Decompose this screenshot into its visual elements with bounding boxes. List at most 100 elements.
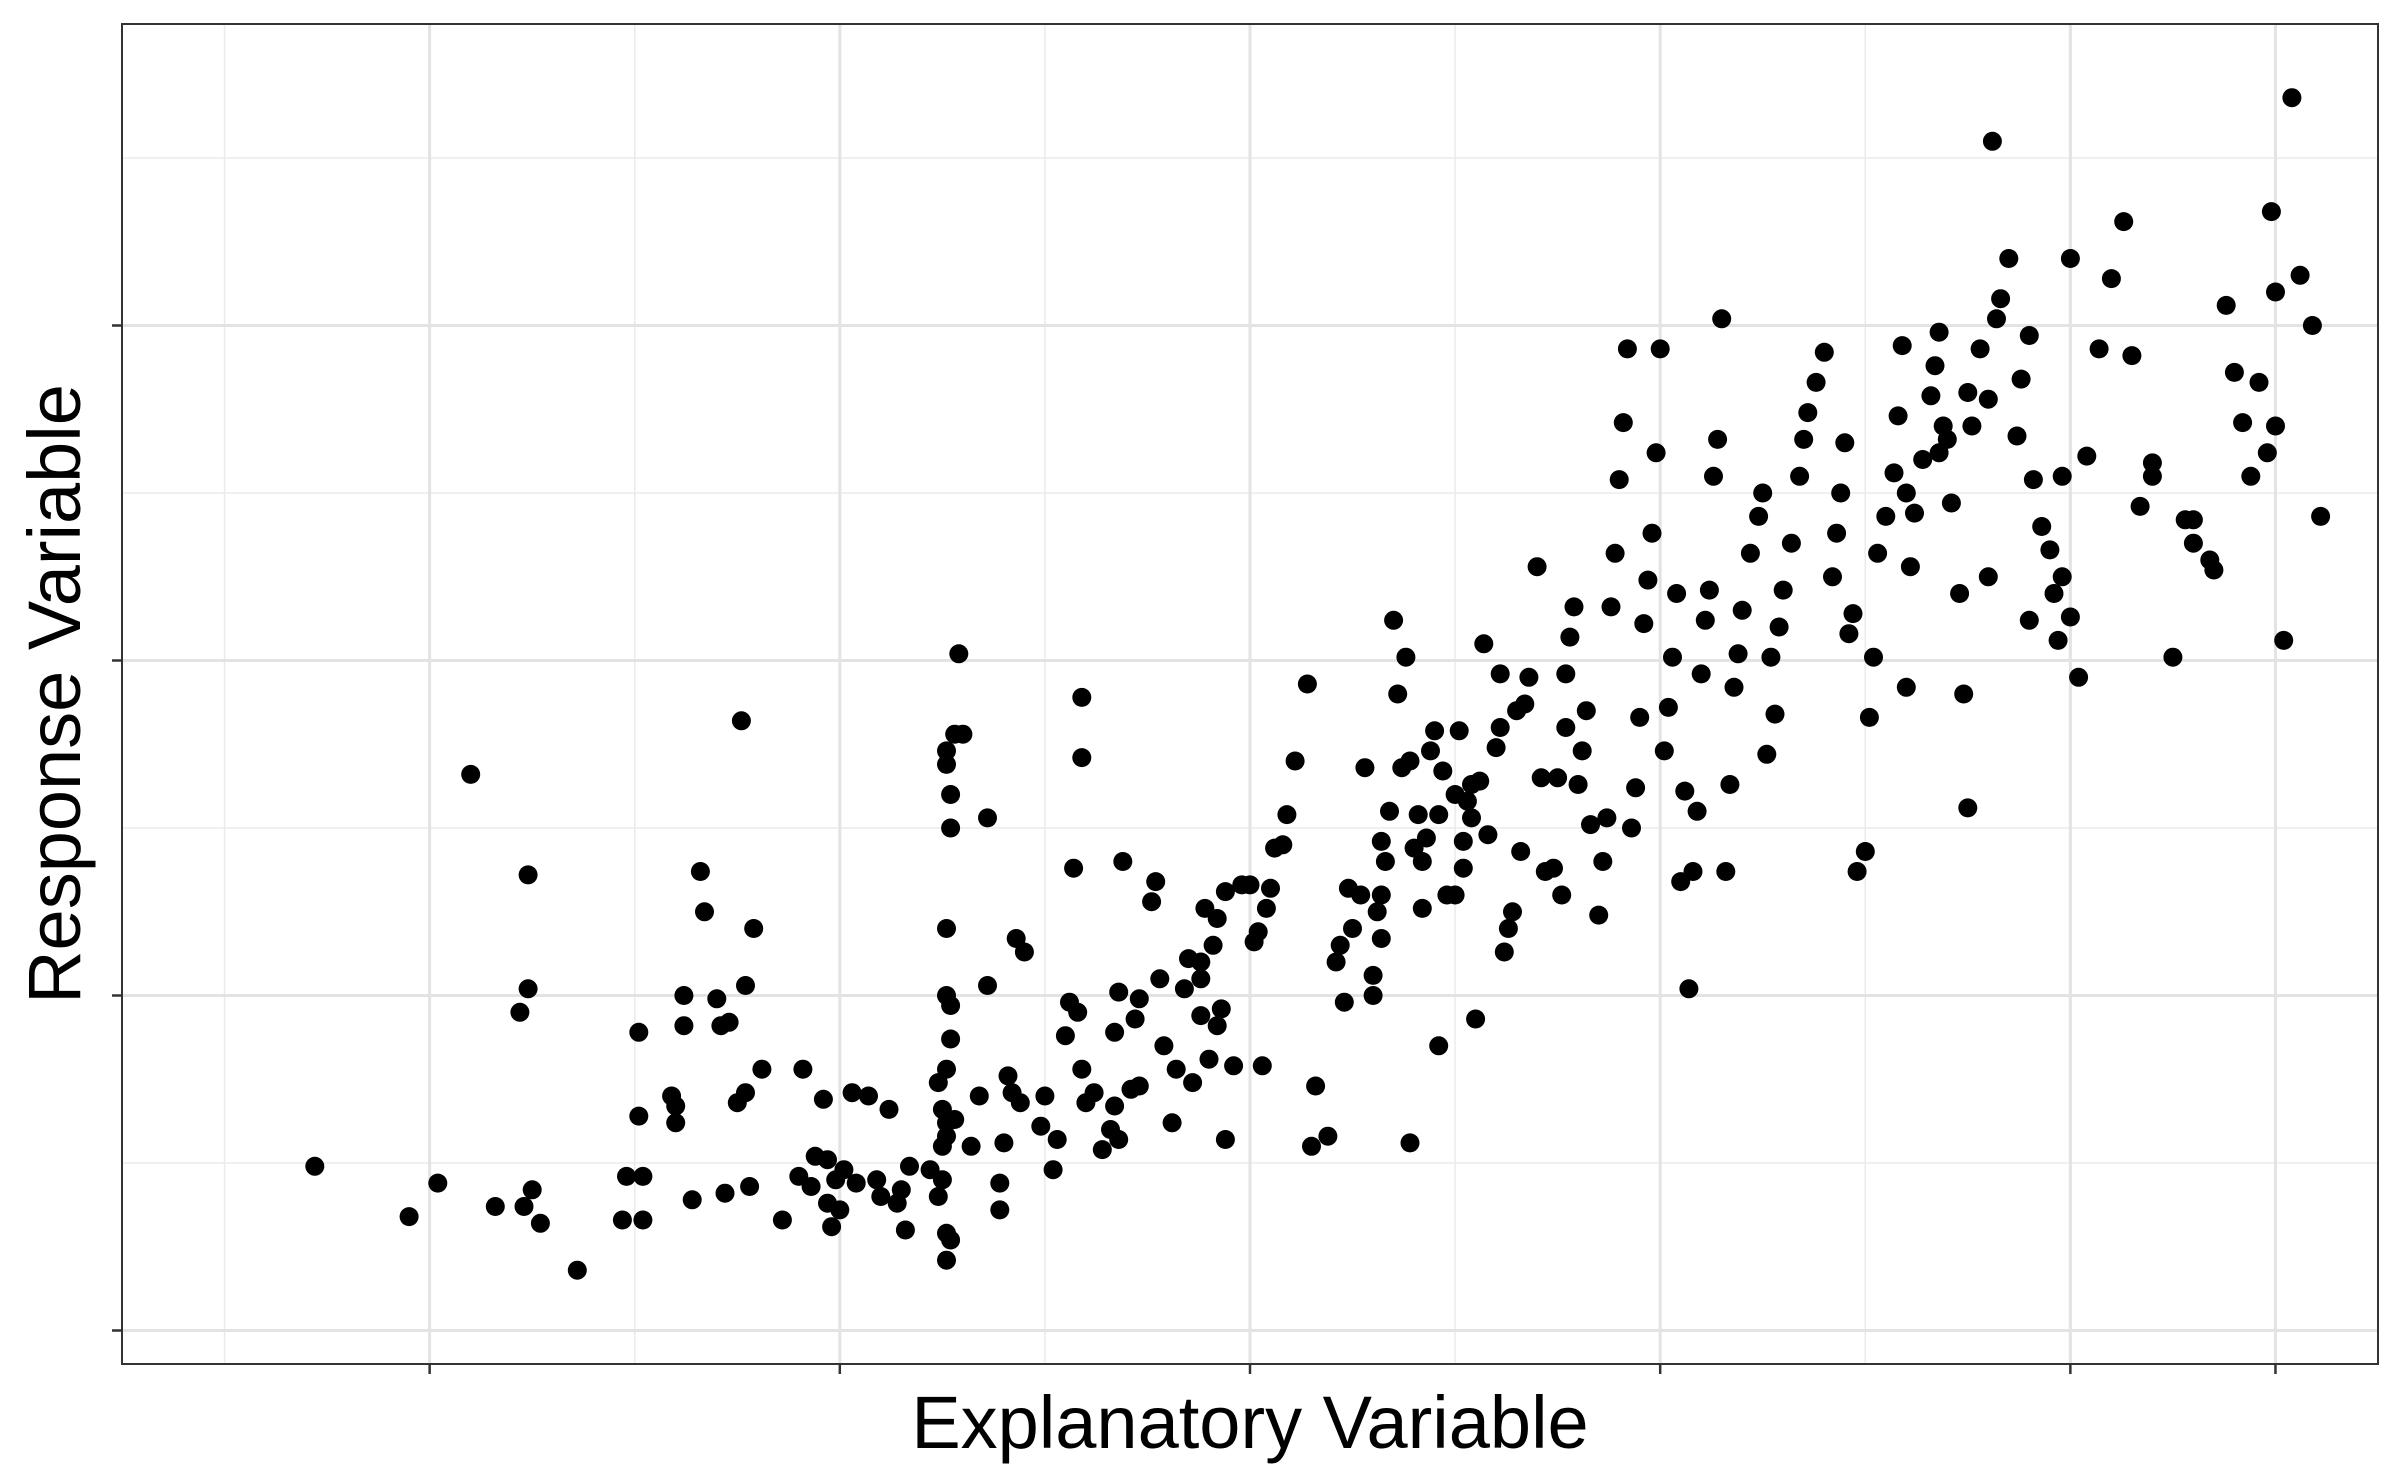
data-point — [1035, 1086, 1055, 1106]
data-point — [1806, 372, 1826, 392]
data-point — [1380, 801, 1399, 821]
y-axis-title: Response Variable — [13, 384, 96, 1004]
data-point — [522, 1180, 542, 1200]
data-point — [1593, 852, 1613, 871]
data-point — [2183, 510, 2203, 530]
data-point — [1199, 1049, 1219, 1069]
data-point — [715, 1183, 735, 1203]
data-point — [1072, 1059, 1092, 1079]
data-point — [895, 1220, 915, 1240]
data-point — [1708, 429, 1728, 449]
data-point — [1716, 862, 1736, 881]
data-point — [1486, 738, 1506, 758]
data-point — [937, 986, 956, 1005]
data-point — [1470, 771, 1490, 791]
data-point — [485, 1197, 505, 1216]
data-point — [1925, 356, 1945, 376]
data-point — [2023, 470, 2043, 490]
data-point — [1474, 634, 1494, 654]
data-point — [1072, 687, 1092, 707]
data-point — [969, 1086, 989, 1106]
data-point — [830, 1200, 850, 1220]
data-point — [399, 1207, 419, 1227]
data-point — [1982, 131, 2002, 151]
data-point — [633, 1210, 653, 1230]
data-point — [1371, 885, 1391, 905]
data-point — [1183, 1073, 1203, 1093]
data-point — [1720, 775, 1740, 794]
data-point — [1400, 751, 1420, 771]
data-point — [1753, 483, 1773, 503]
data-point — [994, 1133, 1014, 1153]
data-point — [1318, 1126, 1338, 1146]
data-point — [1896, 483, 1916, 503]
data-point — [2266, 416, 2285, 436]
data-point — [1991, 289, 2011, 309]
data-point — [1527, 557, 1547, 577]
data-point — [1790, 466, 1810, 486]
data-point — [2089, 339, 2109, 359]
data-point — [1010, 1093, 1030, 1113]
data-point — [1113, 852, 1133, 871]
data-point — [1687, 801, 1707, 821]
data-point — [1072, 748, 1092, 768]
data-point — [1646, 443, 1666, 463]
data-point — [842, 1083, 862, 1103]
data-point — [1490, 718, 1510, 737]
data-point — [1622, 818, 1641, 838]
data-point — [674, 1016, 694, 1036]
data-point — [2032, 517, 2052, 536]
data-point — [2114, 212, 2134, 232]
data-point — [1462, 808, 1481, 828]
data-point — [633, 1166, 653, 1186]
data-point — [1498, 919, 1518, 938]
data-point — [871, 1187, 891, 1206]
data-point — [1581, 815, 1600, 835]
data-point — [1412, 852, 1432, 871]
data-point — [2311, 506, 2331, 526]
data-point — [1548, 768, 1568, 788]
data-point — [859, 1086, 878, 1106]
data-point — [1675, 781, 1695, 801]
data-point — [1679, 979, 1699, 999]
data-point — [567, 1260, 587, 1280]
data-point — [1047, 1130, 1067, 1149]
data-point — [937, 754, 956, 774]
data-point — [1823, 567, 1842, 587]
data-point — [2069, 667, 2089, 687]
data-point — [937, 1059, 956, 1079]
data-point — [2060, 607, 2080, 627]
data-point — [1531, 768, 1551, 788]
data-point — [518, 865, 538, 885]
data-point — [1211, 999, 1231, 1019]
data-point — [1453, 831, 1473, 851]
data-point — [1330, 935, 1350, 955]
data-point — [2142, 453, 2162, 473]
data-point — [1630, 707, 1650, 727]
data-point — [1125, 1009, 1145, 1029]
data-point — [1215, 882, 1235, 902]
data-point — [428, 1173, 448, 1193]
data-point — [1064, 858, 1084, 878]
data-point — [1757, 744, 1777, 764]
data-point — [1384, 610, 1404, 630]
data-point — [772, 1210, 792, 1230]
data-point — [1704, 466, 1723, 486]
data-point — [1068, 1002, 1088, 1022]
data-point — [682, 1190, 702, 1210]
data-point — [1609, 470, 1629, 490]
data-point — [617, 1166, 636, 1186]
data-point — [900, 1156, 919, 1176]
data-point — [2019, 326, 2039, 345]
data-point — [2204, 560, 2224, 580]
data-point — [1261, 878, 1280, 898]
data-point — [1207, 1016, 1227, 1036]
data-point — [1203, 935, 1223, 955]
data-point — [978, 976, 997, 995]
data-point — [1921, 386, 1941, 406]
data-point — [1162, 1113, 1182, 1133]
data-point — [1663, 647, 1682, 667]
data-point — [1478, 825, 1498, 845]
data-point — [1421, 741, 1440, 761]
